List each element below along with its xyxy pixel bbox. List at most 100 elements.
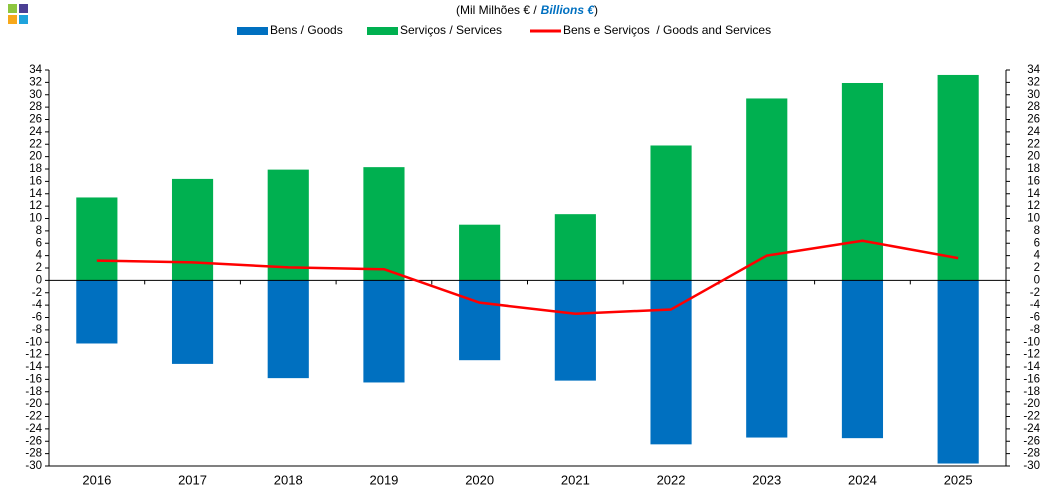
line-series [96, 239, 959, 316]
y2-tick-label: -18 [1023, 386, 1040, 398]
bar [937, 74, 979, 281]
y-tick-label: -2 [32, 287, 42, 299]
y2-tick-label: -8 [1030, 324, 1040, 336]
legend-label: Bens e Serviços / Goods and Services [563, 23, 771, 37]
bar [841, 82, 884, 281]
y-tick-label: 18 [29, 163, 42, 175]
bar [363, 167, 405, 281]
y-tick-label: 8 [36, 225, 42, 237]
y2-tick-label: 14 [1027, 188, 1040, 200]
bar [746, 280, 788, 438]
y2-tick-label: -2 [1030, 287, 1040, 299]
y2-tick-label: -4 [1030, 299, 1041, 311]
bar [554, 280, 596, 381]
y-tick-label: 30 [29, 89, 42, 101]
y-tick-label: 10 [29, 213, 42, 225]
y2-tick-label: -24 [1023, 423, 1040, 435]
y2-tick-label: 20 [1027, 151, 1040, 163]
y-tick-label: -30 [25, 460, 42, 472]
y2-tick-label: 24 [1027, 126, 1040, 138]
bar [76, 280, 118, 344]
y2-tick-label: -16 [1023, 373, 1040, 385]
bar [267, 169, 309, 281]
x-tick-label: 2021 [561, 472, 590, 487]
y2-tick-label: -22 [1023, 411, 1040, 423]
x-tick-label: 2024 [848, 472, 877, 487]
y-tick-label: -14 [25, 361, 42, 373]
title-prefix: (Mil Milhões € / [456, 3, 537, 17]
y-tick-label: -18 [25, 386, 42, 398]
x-tick-label: 2018 [274, 472, 303, 487]
y2-tick-label: -20 [1023, 398, 1040, 410]
bar [937, 280, 979, 464]
y2-tick-label: 8 [1034, 225, 1040, 237]
legend-label: Serviços / Services [400, 23, 502, 37]
y-tick-label: 20 [29, 151, 42, 163]
y2-tick-label: -30 [1023, 460, 1040, 472]
y2-tick-label: 6 [1034, 237, 1040, 249]
legend-swatch [367, 27, 398, 35]
x-tick-label: 2025 [944, 472, 973, 487]
y-tick-label: -26 [25, 435, 42, 447]
y2-tick-label: 16 [1027, 175, 1040, 187]
y-tick-label: 28 [29, 101, 42, 113]
y-tick-label: 2 [36, 262, 42, 274]
y-tick-label: 12 [29, 200, 42, 212]
y2-tick-label: 30 [1027, 89, 1040, 101]
y-tick-label: -24 [25, 423, 42, 435]
bar [650, 280, 692, 445]
y2-tick-label: -28 [1023, 448, 1040, 460]
y-tick-label: 6 [36, 237, 42, 249]
y2-tick-label: 0 [1034, 274, 1040, 286]
y2-tick-label: -14 [1023, 361, 1040, 373]
title-emphasis: Billions € [541, 3, 596, 17]
y-tick-label: -22 [25, 411, 42, 423]
y-tick-label: -28 [25, 448, 42, 460]
x-tick-label: 2017 [178, 472, 207, 487]
y-tick-label: 16 [29, 175, 42, 187]
y-tick-label: -6 [32, 312, 42, 324]
y-tick-label: 14 [29, 188, 42, 200]
legend-swatch [237, 27, 268, 35]
title-suffix: ) [594, 3, 598, 17]
y2-tick-label: 26 [1027, 114, 1040, 126]
y2-tick-label: 18 [1027, 163, 1040, 175]
bar [171, 280, 214, 364]
bar [459, 224, 501, 281]
y-tick-label: 32 [29, 76, 42, 88]
bar [746, 98, 788, 281]
y-tick-label: -10 [25, 336, 42, 348]
y-tick-label: -12 [25, 349, 42, 361]
x-tick-label: 2016 [82, 472, 111, 487]
bar [554, 214, 596, 281]
y2-tick-label: -26 [1023, 435, 1040, 447]
y-tick-label: 4 [36, 250, 43, 262]
bar [76, 197, 118, 281]
x-tick-label: 2020 [465, 472, 494, 487]
y-tick-label: 0 [36, 274, 42, 286]
y-tick-label: -8 [32, 324, 42, 336]
chart-title: (Mil Milhões € / Billions €) [456, 3, 598, 17]
x-tick-label: 2023 [752, 472, 781, 487]
y2-tick-label: 12 [1027, 200, 1040, 212]
y2-tick-label: 22 [1027, 138, 1040, 150]
y-tick-label: 24 [29, 126, 42, 138]
y-tick-label: 26 [29, 114, 42, 126]
y-tick-label: -20 [25, 398, 42, 410]
bar [841, 280, 884, 439]
x-tick-label: 2022 [657, 472, 686, 487]
legend-label: Bens / Goods [270, 23, 343, 37]
y-tick-label: -16 [25, 373, 42, 385]
y2-tick-label: -12 [1023, 349, 1040, 361]
bar [171, 178, 214, 281]
y2-tick-label: -10 [1023, 336, 1040, 348]
y2-tick-label: 28 [1027, 101, 1040, 113]
bar [650, 145, 692, 281]
y2-tick-label: 32 [1027, 76, 1040, 88]
y-tick-label: -4 [32, 299, 43, 311]
bar [459, 280, 501, 361]
y2-tick-label: 4 [1034, 250, 1041, 262]
y2-tick-label: -6 [1030, 312, 1040, 324]
logo [8, 4, 28, 24]
